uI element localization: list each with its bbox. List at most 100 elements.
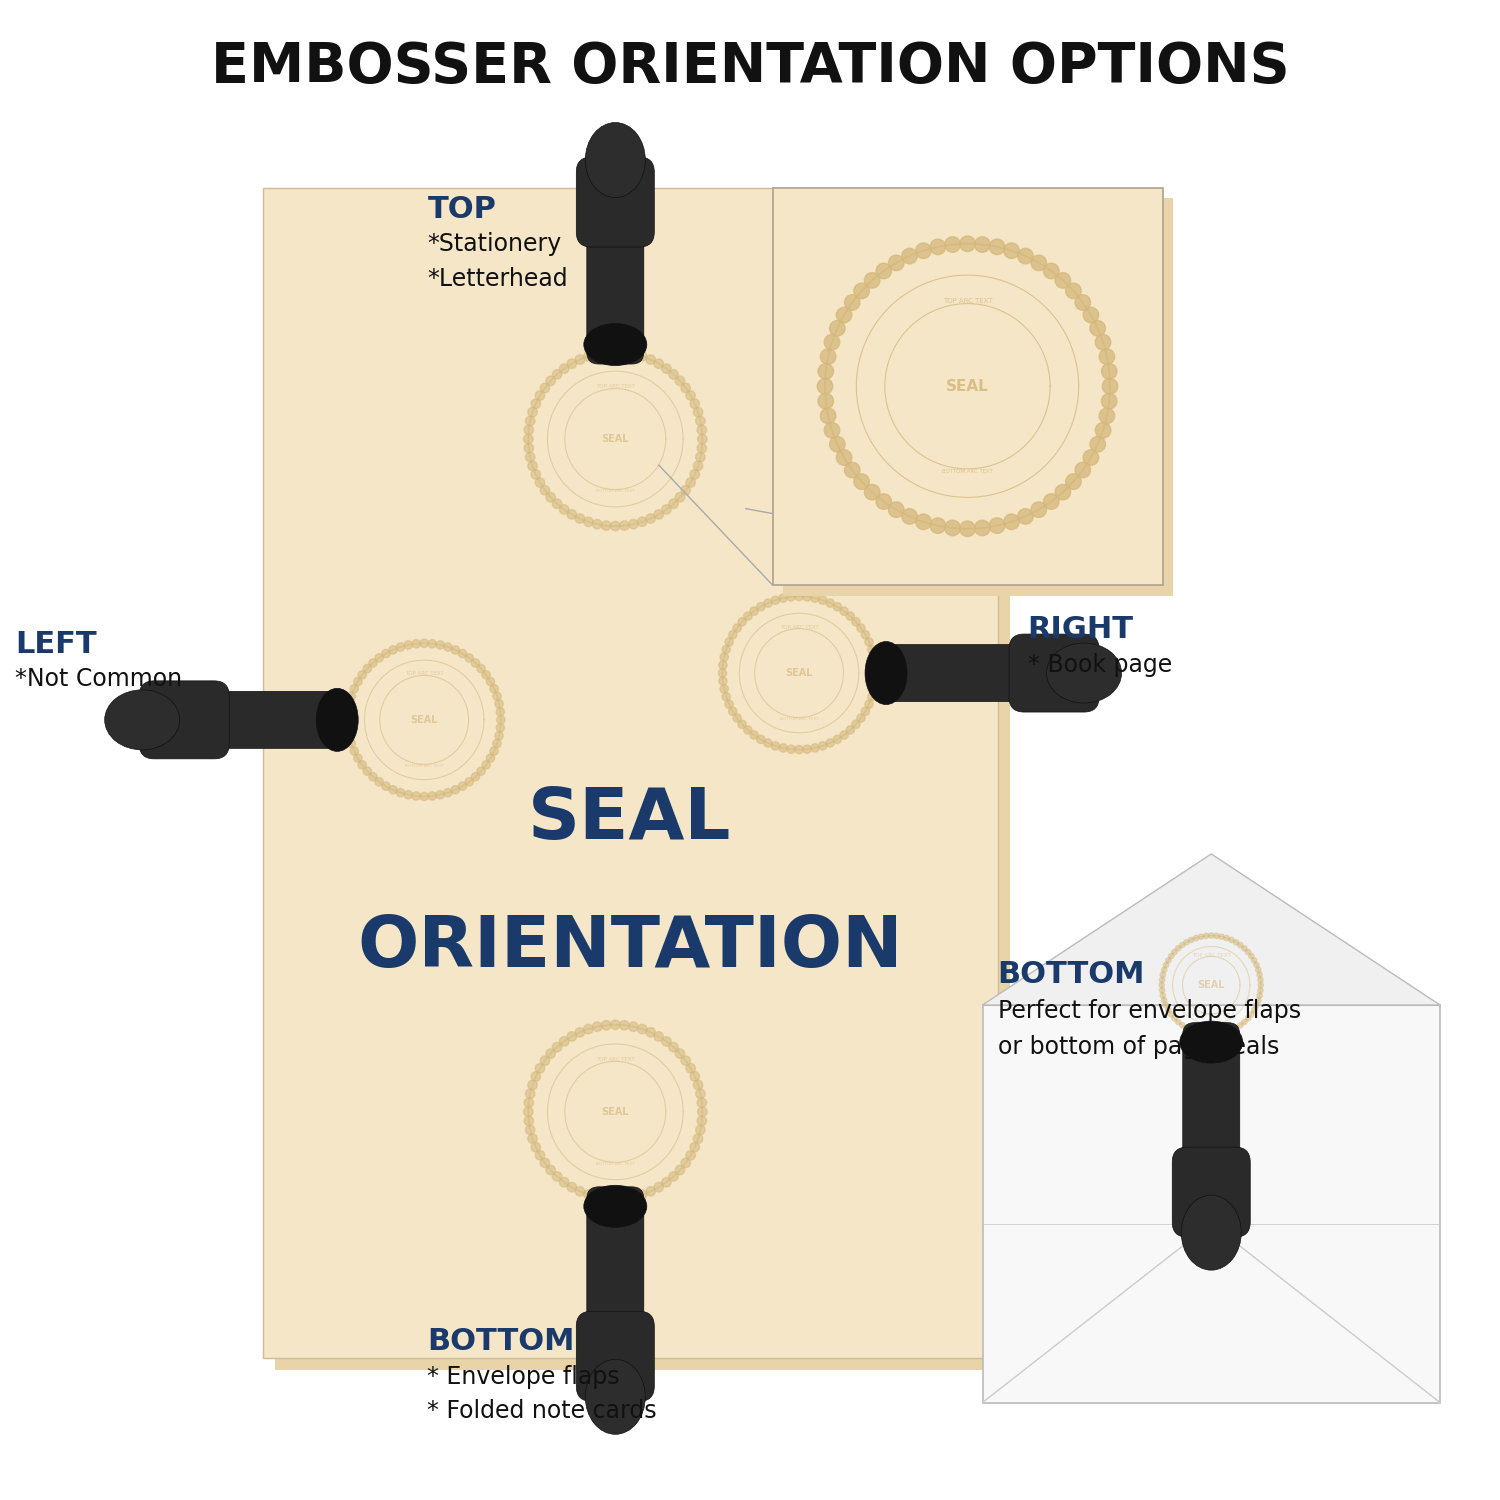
Circle shape: [413, 639, 420, 648]
Circle shape: [344, 716, 352, 724]
FancyBboxPatch shape: [982, 1005, 1440, 1402]
Circle shape: [350, 684, 358, 693]
Circle shape: [1004, 243, 1020, 258]
Circle shape: [1160, 972, 1166, 978]
Circle shape: [734, 714, 741, 722]
Circle shape: [540, 382, 549, 393]
Circle shape: [750, 608, 758, 615]
Circle shape: [812, 744, 819, 752]
Circle shape: [729, 630, 736, 639]
Circle shape: [1224, 936, 1228, 940]
Circle shape: [1100, 350, 1114, 364]
Circle shape: [628, 1022, 638, 1032]
Circle shape: [602, 1194, 610, 1203]
Circle shape: [525, 1125, 536, 1134]
Circle shape: [1245, 1016, 1251, 1022]
Circle shape: [552, 369, 562, 380]
Circle shape: [990, 518, 1005, 534]
Circle shape: [1166, 1007, 1172, 1013]
FancyBboxPatch shape: [576, 158, 654, 248]
Circle shape: [771, 741, 780, 750]
Circle shape: [861, 630, 870, 639]
FancyBboxPatch shape: [176, 692, 350, 748]
Polygon shape: [982, 853, 1440, 1005]
Text: * Book page: * Book page: [1028, 652, 1172, 676]
Ellipse shape: [105, 690, 180, 750]
Circle shape: [1172, 950, 1178, 954]
Circle shape: [724, 638, 734, 646]
Circle shape: [870, 686, 877, 693]
Circle shape: [1065, 474, 1082, 489]
Circle shape: [528, 1134, 537, 1143]
Circle shape: [864, 273, 880, 288]
Circle shape: [669, 1172, 678, 1180]
Circle shape: [465, 777, 474, 786]
Circle shape: [646, 514, 656, 523]
Circle shape: [1168, 1011, 1174, 1017]
Circle shape: [345, 732, 354, 740]
Circle shape: [610, 348, 620, 357]
Circle shape: [628, 350, 638, 358]
Circle shape: [574, 356, 585, 364]
Circle shape: [531, 399, 540, 408]
Circle shape: [638, 1190, 646, 1200]
Circle shape: [345, 700, 354, 708]
Circle shape: [1194, 1029, 1198, 1035]
Circle shape: [610, 1194, 620, 1203]
Circle shape: [662, 1036, 670, 1046]
Circle shape: [560, 504, 568, 515]
Circle shape: [459, 782, 466, 790]
Circle shape: [738, 720, 747, 729]
Circle shape: [1160, 982, 1164, 988]
Circle shape: [840, 608, 848, 615]
Ellipse shape: [585, 123, 645, 198]
Circle shape: [388, 786, 398, 794]
Circle shape: [871, 662, 879, 669]
Circle shape: [350, 747, 358, 754]
Circle shape: [584, 1190, 592, 1200]
Circle shape: [681, 1158, 690, 1167]
Circle shape: [567, 1182, 576, 1192]
Circle shape: [734, 624, 741, 632]
Circle shape: [1083, 450, 1098, 465]
Circle shape: [686, 1150, 696, 1160]
Circle shape: [375, 777, 384, 786]
Circle shape: [654, 510, 663, 519]
Circle shape: [722, 645, 730, 654]
Circle shape: [1214, 933, 1219, 939]
Circle shape: [1238, 1023, 1244, 1028]
Text: SEAL: SEAL: [411, 716, 438, 724]
Text: ORIENTATION: ORIENTATION: [357, 914, 903, 982]
Circle shape: [1083, 308, 1098, 322]
Circle shape: [1100, 408, 1114, 423]
Circle shape: [567, 1032, 576, 1041]
Circle shape: [720, 686, 729, 693]
Circle shape: [750, 730, 758, 740]
Circle shape: [1030, 255, 1047, 270]
Circle shape: [1160, 978, 1164, 982]
Circle shape: [552, 500, 562, 508]
Circle shape: [584, 518, 592, 526]
Circle shape: [1209, 1032, 1214, 1038]
Circle shape: [1095, 423, 1112, 438]
Circle shape: [1176, 1019, 1180, 1025]
Circle shape: [427, 639, 436, 648]
Circle shape: [620, 348, 628, 357]
Circle shape: [540, 486, 549, 495]
Circle shape: [486, 754, 495, 762]
Circle shape: [865, 700, 873, 708]
Circle shape: [1233, 1026, 1239, 1030]
Circle shape: [396, 644, 405, 651]
Ellipse shape: [584, 324, 646, 366]
Circle shape: [592, 1192, 602, 1202]
Circle shape: [698, 424, 706, 435]
Circle shape: [662, 504, 670, 515]
FancyBboxPatch shape: [772, 188, 1162, 585]
Text: BOTTOM ARC TEXT: BOTTOM ARC TEXT: [780, 717, 819, 722]
Text: LEFT: LEFT: [15, 630, 96, 658]
Circle shape: [729, 706, 736, 716]
Circle shape: [344, 708, 352, 716]
Text: Perfect for envelope flaps: Perfect for envelope flaps: [998, 999, 1300, 1023]
Circle shape: [381, 650, 390, 657]
Circle shape: [459, 650, 466, 657]
